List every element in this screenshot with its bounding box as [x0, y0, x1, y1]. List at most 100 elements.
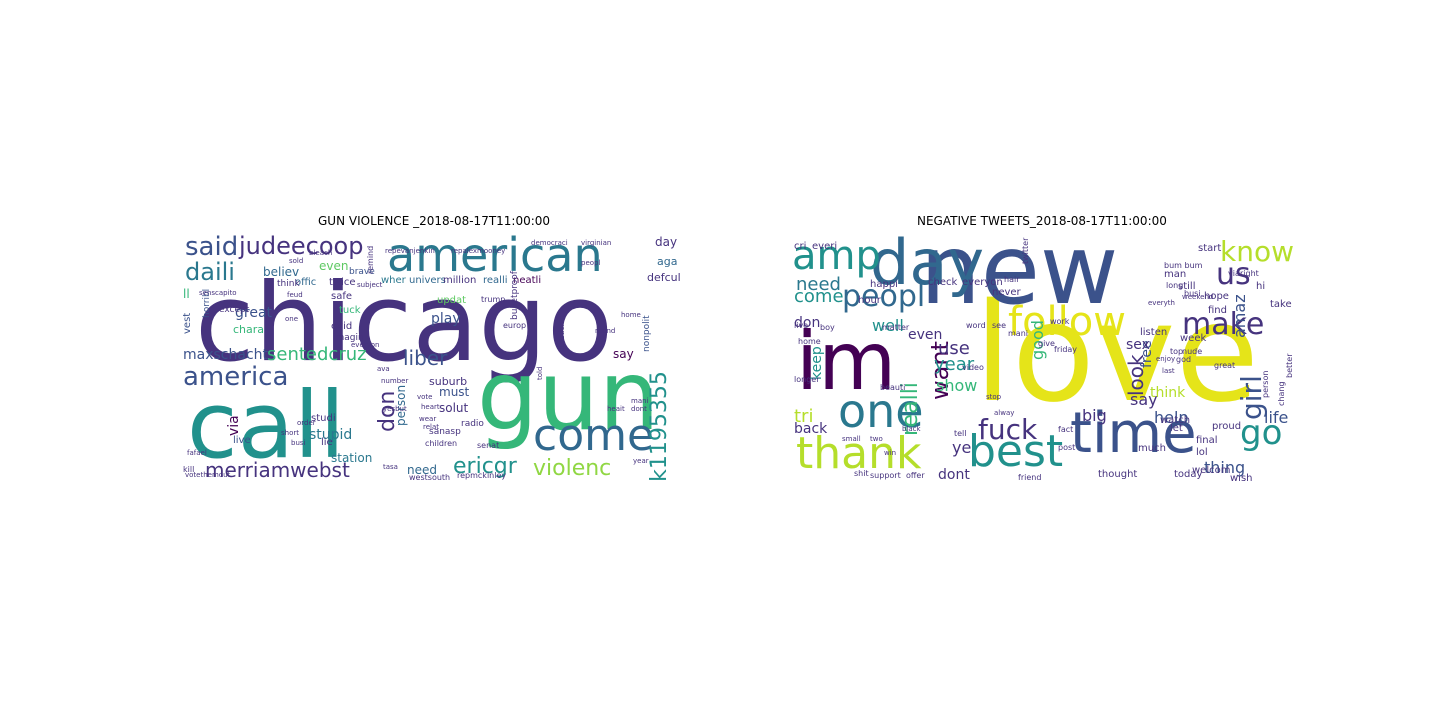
word-cloud-word: use: [938, 338, 970, 359]
word-cloud-word: last: [1162, 367, 1175, 375]
word-cloud-word: come: [533, 410, 655, 461]
word-cloud-word: everyon: [962, 277, 1003, 288]
word-cloud-word: chicago: [195, 261, 614, 386]
word-cloud-word: show: [936, 376, 978, 395]
word-cloud-word: great: [1214, 361, 1236, 370]
word-cloud-word: one: [285, 315, 299, 323]
word-cloud-word: amaz: [1230, 294, 1249, 338]
word-cloud-word: mani: [631, 397, 649, 405]
word-cloud-word: big: [1082, 406, 1107, 425]
word-cloud-word: year: [934, 354, 975, 375]
word-cloud-word: must: [439, 385, 470, 399]
word-cloud-word: cri: [794, 241, 807, 252]
word-cloud-word: today: [1174, 469, 1203, 480]
word-cloud-word: know: [1220, 235, 1294, 268]
word-cloud-word: play: [431, 311, 461, 327]
word-cloud-word: repevanjenkin: [385, 247, 435, 255]
word-cloud-word: nonpolit: [642, 315, 652, 352]
word-cloud-word: radio: [461, 419, 484, 429]
word-cloud-word: wear: [419, 415, 437, 423]
word-cloud-word: liber: [403, 346, 448, 370]
word-cloud-word: better: [1285, 353, 1294, 378]
word-cloud-word: believ: [263, 265, 300, 279]
word-cloud-word: welcom: [1192, 465, 1231, 476]
word-cloud-word: told: [536, 366, 544, 380]
word-cloud-word: go: [1240, 413, 1283, 453]
word-cloud-word: lol: [1196, 447, 1208, 458]
word-cloud-word: offic: [295, 277, 317, 288]
word-cloud-word: merriamwebst: [205, 458, 350, 482]
word-cloud-word: two: [870, 435, 883, 443]
word-cloud-word: stupid: [309, 427, 353, 443]
word-cloud-word: take: [1270, 299, 1292, 310]
word-cloud-word: thought: [1098, 469, 1138, 480]
word-cloud-word: american: [387, 230, 603, 282]
word-cloud-word: hi: [1256, 281, 1266, 292]
word-cloud-word: need: [407, 463, 437, 477]
word-cloud-word: twice: [329, 277, 356, 288]
word-cloud-word: even: [319, 259, 349, 273]
word-cloud-word: subject: [357, 281, 383, 289]
word-cloud-word: hair: [1004, 275, 1020, 284]
word-cloud-word: final: [1196, 435, 1218, 446]
word-cloud-word: sex: [1126, 337, 1150, 353]
word-cloud-word: new: [920, 230, 1119, 326]
word-cloud-word: mani: [1008, 329, 1028, 338]
word-cloud-word: repalexmooney: [451, 247, 506, 255]
word-cloud-word: man: [1164, 269, 1187, 280]
word-cloud-word: one: [838, 384, 924, 438]
word-cloud-word: chang: [1277, 381, 1286, 406]
word-cloud-word: million: [443, 275, 477, 286]
word-cloud-word: watch: [1160, 415, 1191, 426]
word-cloud-word: well: [872, 316, 904, 335]
word-cloud-word: find: [1208, 305, 1227, 316]
word-cloud-word: see: [992, 321, 1007, 330]
negative-tweets-word-cloud: love new im day time follow one thank best amp peo…: [792, 230, 1296, 482]
word-cloud-word: wish: [1230, 473, 1253, 483]
word-cloud-word: order: [297, 419, 316, 427]
word-cloud-word: thank: [796, 428, 922, 479]
word-cloud-word: fafael: [187, 449, 207, 457]
word-cloud-word: everyth: [1148, 299, 1175, 307]
word-cloud-word: enjoy: [1156, 355, 1176, 363]
word-cloud-word: top: [1170, 347, 1184, 356]
word-cloud-word: lie: [321, 437, 333, 448]
word-cloud-word: amp: [792, 233, 881, 279]
word-cloud-word: thing: [1204, 458, 1246, 477]
word-cloud-word: friend: [1018, 473, 1042, 482]
word-cloud-word: alway: [994, 409, 1015, 417]
word-cloud-word: come: [794, 286, 844, 307]
word-cloud-word: longer: [794, 375, 820, 384]
word-cloud-word: westsouth: [409, 473, 451, 482]
word-cloud-word: weekend: [1182, 293, 1214, 301]
word-cloud-word: peopl: [842, 279, 926, 314]
word-cloud-word: help: [1154, 408, 1189, 427]
word-cloud-word: right: [1240, 269, 1259, 278]
word-cloud-word: repmckinley: [457, 471, 507, 480]
word-cloud-word: said: [185, 232, 239, 262]
word-cloud-word: stop: [986, 393, 1002, 401]
word-cloud-word: beauti: [880, 383, 906, 392]
word-cloud-word: start: [1198, 243, 1222, 254]
word-cloud-word: hour: [858, 295, 881, 306]
word-cloud-word: say: [613, 347, 634, 361]
word-cloud-word: hope: [1204, 291, 1229, 302]
word-cloud-word: neatli: [513, 275, 542, 286]
word-cloud-word: let: [1170, 423, 1183, 434]
word-cloud-word: matter: [882, 323, 910, 332]
right-panel-title: NEGATIVE TWEETS_2018-08-17T11:00:00: [917, 214, 1167, 228]
word-cloud-word: offer: [906, 471, 925, 480]
word-cloud-word: remind: [366, 245, 375, 274]
word-cloud-word: call: [187, 372, 346, 479]
word-cloud-word: kill: [183, 465, 195, 474]
word-cloud-word: realli: [483, 275, 508, 286]
word-cloud-word: vest: [182, 312, 193, 334]
word-cloud-word: feud: [287, 291, 303, 299]
word-cloud-word: studi: [311, 413, 336, 424]
word-cloud-word: nude: [1182, 347, 1203, 356]
word-cloud-word: bulletproof: [510, 271, 520, 320]
word-cloud-word: time: [1070, 401, 1197, 466]
word-cloud-word: tasa: [383, 463, 398, 471]
word-cloud-word: life: [1264, 408, 1289, 427]
word-cloud-word: think: [277, 279, 300, 289]
